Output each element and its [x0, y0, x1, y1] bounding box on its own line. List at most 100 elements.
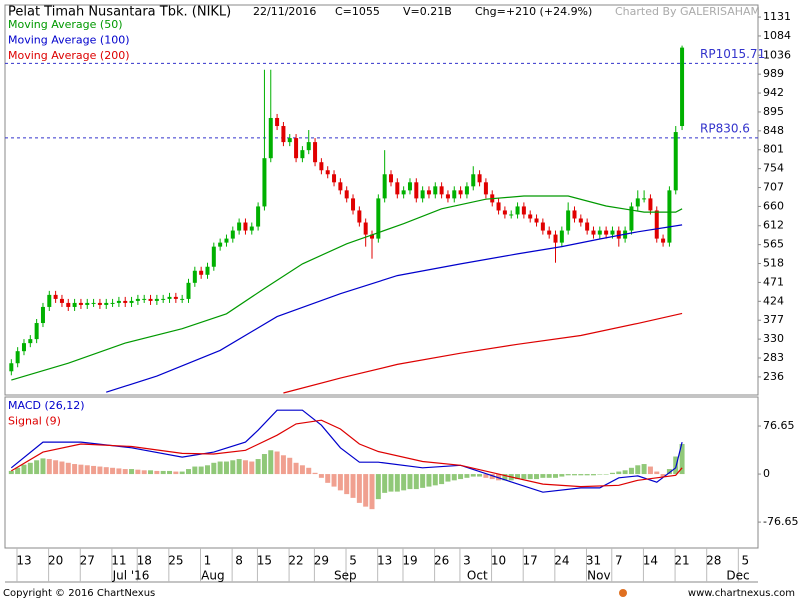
histogram-bar — [72, 464, 78, 475]
candle-body — [433, 186, 438, 195]
histogram-bar — [420, 474, 426, 488]
legend-entry: Moving Average (50) — [8, 18, 123, 31]
candle-body — [313, 142, 318, 163]
y-tick-label: 377 — [763, 313, 784, 326]
histogram-bar — [173, 471, 179, 475]
histogram-bar — [40, 458, 46, 475]
histogram-bar — [622, 470, 628, 475]
histogram-bar — [458, 474, 464, 480]
histogram-bar — [597, 474, 603, 475]
candle-body — [445, 194, 450, 199]
histogram-bar — [388, 474, 394, 492]
candle-body — [521, 206, 526, 215]
histogram-bar — [477, 474, 483, 477]
histogram-bar — [641, 464, 647, 475]
candle-body — [59, 298, 64, 303]
candle-body — [237, 222, 242, 231]
histogram-bar — [432, 474, 438, 486]
histogram-bar — [141, 470, 147, 475]
candle-body — [34, 323, 39, 340]
candle-body — [148, 298, 153, 301]
histogram-bar — [179, 471, 185, 475]
x-tick-label: 13 — [16, 554, 31, 568]
candle-body — [287, 138, 292, 143]
histogram-bar — [192, 466, 198, 475]
candle-body — [414, 182, 419, 199]
x-tick-label: 21 — [674, 554, 689, 568]
histogram-bar — [211, 462, 217, 475]
y-tick-label: 76.65 — [763, 419, 795, 432]
y-tick-label: 518 — [763, 257, 784, 270]
volume: V=0.21B — [403, 5, 452, 18]
candle-body — [332, 174, 337, 183]
histogram-bar — [546, 474, 552, 478]
candle-body — [306, 142, 311, 151]
histogram-bar — [483, 474, 489, 478]
candle-body — [116, 300, 121, 303]
histogram-bar — [654, 471, 660, 475]
candle-body — [230, 230, 235, 239]
y-tick-label: 236 — [763, 370, 784, 383]
candle-body — [629, 206, 634, 231]
histogram-bar — [261, 454, 267, 475]
candle-body — [85, 302, 90, 305]
histogram-bar — [628, 467, 634, 475]
histogram-bar — [344, 474, 350, 495]
candle-body — [173, 296, 178, 299]
candle-body — [534, 218, 539, 223]
x-tick-label: 1 — [204, 554, 212, 568]
candle-body — [243, 222, 248, 231]
histogram-bar — [249, 461, 255, 475]
histogram-bar — [230, 460, 236, 475]
candle-body — [496, 202, 501, 211]
histogram-bar — [394, 474, 400, 492]
histogram-bar — [363, 474, 369, 507]
date: 22/11/2016 — [253, 5, 316, 18]
candle-body — [680, 47, 685, 127]
candle-body — [66, 302, 71, 307]
candle-body — [452, 190, 457, 199]
histogram-bar — [293, 462, 299, 475]
credit: Charted By GALERISAHAM — [615, 5, 760, 18]
month-label: Dec — [726, 569, 749, 583]
histogram-bar — [439, 474, 445, 485]
candle-body — [426, 190, 431, 195]
logo — [619, 589, 627, 597]
candle-body — [578, 218, 583, 223]
line-series — [106, 224, 683, 393]
candle-body — [325, 170, 330, 175]
candle-body — [97, 302, 102, 305]
histogram-bar — [154, 470, 160, 475]
y-tick-label: 1084 — [763, 29, 791, 42]
y-tick-label: 660 — [763, 199, 784, 212]
x-tick-label: 7 — [615, 554, 623, 568]
candle-body — [28, 339, 33, 344]
candle-body — [370, 234, 375, 239]
histogram-bar — [571, 474, 577, 476]
candle-body — [502, 210, 507, 215]
candle-body — [395, 182, 400, 195]
y-tick-label: 1131 — [763, 10, 791, 23]
x-tick-label: 3 — [463, 554, 471, 568]
candle-body — [53, 294, 58, 299]
histogram-bar — [666, 469, 672, 475]
candle-body — [129, 300, 134, 303]
candle-body — [275, 117, 280, 127]
candle-body — [72, 302, 77, 307]
candle-body — [642, 198, 647, 200]
y-tick-label: 283 — [763, 351, 784, 364]
x-tick-label: 25 — [168, 554, 183, 568]
candle-body — [300, 150, 305, 159]
y-tick-label: 707 — [763, 181, 784, 194]
candle-body — [667, 190, 672, 243]
histogram-bar — [318, 474, 324, 478]
histogram-bar — [91, 465, 97, 475]
legend-entry: Moving Average (200) — [8, 49, 129, 62]
candle-body — [477, 174, 482, 183]
histogram-bar — [217, 461, 223, 475]
histogram-bar — [502, 474, 508, 481]
histogram-bar — [578, 474, 584, 476]
x-tick-label: 17 — [523, 554, 538, 568]
histogram-bar — [148, 470, 154, 475]
candle-body — [604, 230, 609, 235]
